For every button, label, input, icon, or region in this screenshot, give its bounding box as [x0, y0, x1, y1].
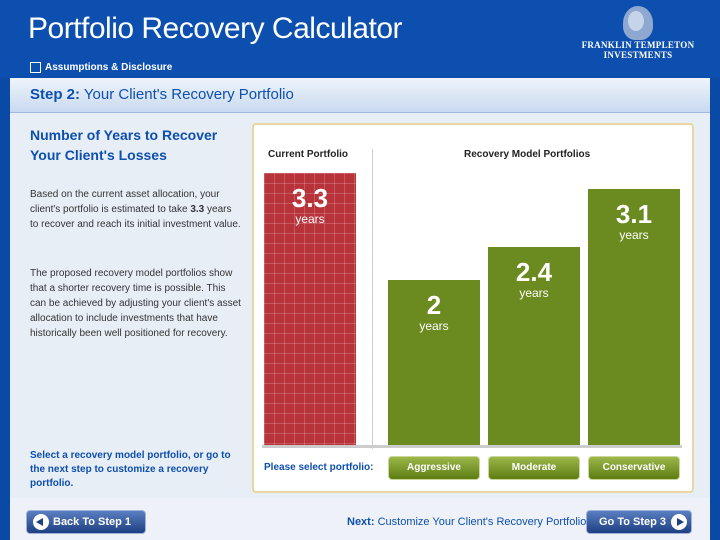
- assumptions-link-label: Assumptions & Disclosure: [45, 62, 173, 73]
- logo-line2: INVESTMENTS: [603, 50, 673, 60]
- arrow-right-icon: [671, 514, 687, 530]
- recovery-chart: Current Portfolio Recovery Model Portfol…: [252, 123, 694, 493]
- section-title: Number of Years to Recover Your Client's…: [30, 127, 218, 163]
- bar-value-current: 3.3: [291, 183, 329, 213]
- step-bar: Step 2: Your Client's Recovery Portfolio: [10, 78, 710, 113]
- back-to-step1-button[interactable]: Back To Step 1: [26, 510, 146, 534]
- content-area: Number of Years to Recover Your Client's…: [10, 113, 710, 498]
- go-button-label: Go To Step 3: [599, 516, 667, 528]
- app-title: Portfolio Recovery Calculator: [28, 12, 403, 45]
- moderate-button[interactable]: Moderate: [488, 456, 580, 480]
- chart-divider: [372, 149, 373, 449]
- bar-aggressive[interactable]: 2 years: [388, 280, 480, 445]
- recovery-portfolios-header: Recovery Model Portfolios: [464, 149, 591, 160]
- franklin-templeton-logo: FRANKLIN TEMPLETON INVESTMENTS: [578, 6, 698, 68]
- logo-line1: FRANKLIN TEMPLETON: [581, 40, 695, 50]
- next-step-title: Customize Your Client's Recovery Portfol…: [377, 516, 587, 528]
- current-allocation-text: Based on the current asset allocation, y…: [30, 187, 242, 232]
- bar-value-conservative: 3.1: [615, 199, 653, 229]
- bar-current-portfolio: 3.3 years: [264, 173, 356, 445]
- step-title: Your Client's Recovery Portfolio: [83, 86, 294, 103]
- recovery-model-text: The proposed recovery model portfolios s…: [30, 268, 241, 339]
- logo-portrait-icon: [623, 6, 653, 40]
- next-step-text: Next: Customize Your Client's Recovery P…: [347, 516, 586, 528]
- select-portfolio-prompt: Please select portfolio:: [264, 462, 374, 473]
- bar-value-moderate: 2.4: [515, 257, 553, 287]
- step-label: Step 2:: [30, 86, 81, 103]
- bar-moderate[interactable]: 2.4 years: [488, 247, 580, 445]
- chart-baseline: [262, 445, 682, 448]
- footer: Back To Step 1 Next: Customize Your Clie…: [10, 498, 710, 540]
- header: Portfolio Recovery Calculator Assumption…: [0, 0, 720, 78]
- conservative-button[interactable]: Conservative: [588, 456, 680, 480]
- aggressive-button[interactable]: Aggressive: [388, 456, 480, 480]
- bar-value-aggressive: 2: [426, 290, 442, 320]
- para1-value: 3.3: [190, 204, 205, 215]
- go-to-step3-button[interactable]: Go To Step 3: [586, 510, 692, 534]
- bar-unit-current: years: [295, 212, 325, 226]
- main-panel: Step 2: Your Client's Recovery Portfolio…: [10, 78, 710, 498]
- bar-conservative[interactable]: 3.1 years: [588, 189, 680, 445]
- next-label: Next:: [347, 516, 375, 528]
- arrow-left-icon: [33, 514, 49, 530]
- external-link-icon: [30, 62, 41, 73]
- para1-pre: Based on the current asset allocation, y…: [30, 189, 220, 215]
- assumptions-link[interactable]: Assumptions & Disclosure: [30, 62, 172, 73]
- current-portfolio-header: Current Portfolio: [268, 149, 348, 160]
- bar-unit-moderate: years: [519, 286, 549, 300]
- para1-post: years to recover and reach its initial i…: [30, 204, 241, 230]
- back-button-label: Back To Step 1: [53, 516, 132, 528]
- selection-instructions: Select a recovery model portfolio, or go…: [30, 450, 231, 489]
- bar-unit-aggressive: years: [419, 319, 449, 333]
- step-heading: Step 2: Your Client's Recovery Portfolio: [30, 86, 294, 103]
- bar-unit-conservative: years: [619, 228, 649, 242]
